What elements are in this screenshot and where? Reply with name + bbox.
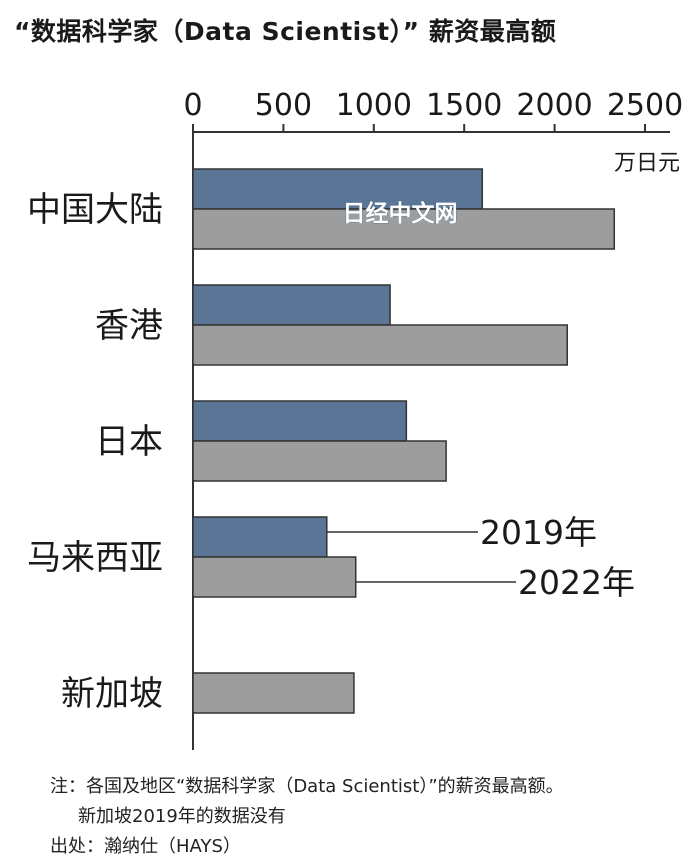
bar-2022年-日本	[192, 440, 447, 482]
footnote-source: 出处：瀚纳仕（HAYS）	[50, 836, 241, 857]
x-tick-label: 2000	[516, 88, 592, 123]
bar-2022年-新加坡	[192, 672, 355, 714]
category-label: 香港	[95, 306, 163, 346]
bar-2022年-香港	[192, 324, 569, 366]
legend-label-2022年: 2022年	[518, 563, 635, 602]
x-tick-label: 2500	[607, 88, 683, 123]
bar-2019年-马来西亚	[192, 516, 328, 558]
footnote-note-line1: 注：各国及地区“数据科学家（Data Scientist）”的薪资最高额。	[50, 776, 564, 797]
watermark-logo: 日经中文网	[343, 200, 458, 227]
footnote-note-line2: 新加坡2019年的数据没有	[78, 806, 286, 827]
bar-2022年-马来西亚	[192, 556, 357, 598]
x-tick-label: 1500	[426, 88, 502, 123]
unit-label: 万日元	[614, 151, 680, 176]
legend-label-2019年: 2019年	[480, 513, 597, 552]
x-tick-label: 500	[255, 88, 312, 123]
category-label: 新加坡	[61, 674, 163, 714]
bar-2022年-中国大陆	[192, 208, 616, 250]
category-label: 马来西亚	[27, 538, 163, 578]
x-tick-label: 0	[183, 88, 202, 123]
bar-2019年-香港	[192, 284, 391, 326]
bar-2019年-日本	[192, 400, 408, 442]
x-tick-label: 1000	[336, 88, 412, 123]
bar-2019年-中国大陆	[192, 168, 484, 210]
category-label: 日本	[95, 422, 163, 462]
category-label: 中国大陆	[27, 190, 163, 230]
chart-title: “数据科学家（Data Scientist）” 薪资最高额	[14, 17, 557, 46]
